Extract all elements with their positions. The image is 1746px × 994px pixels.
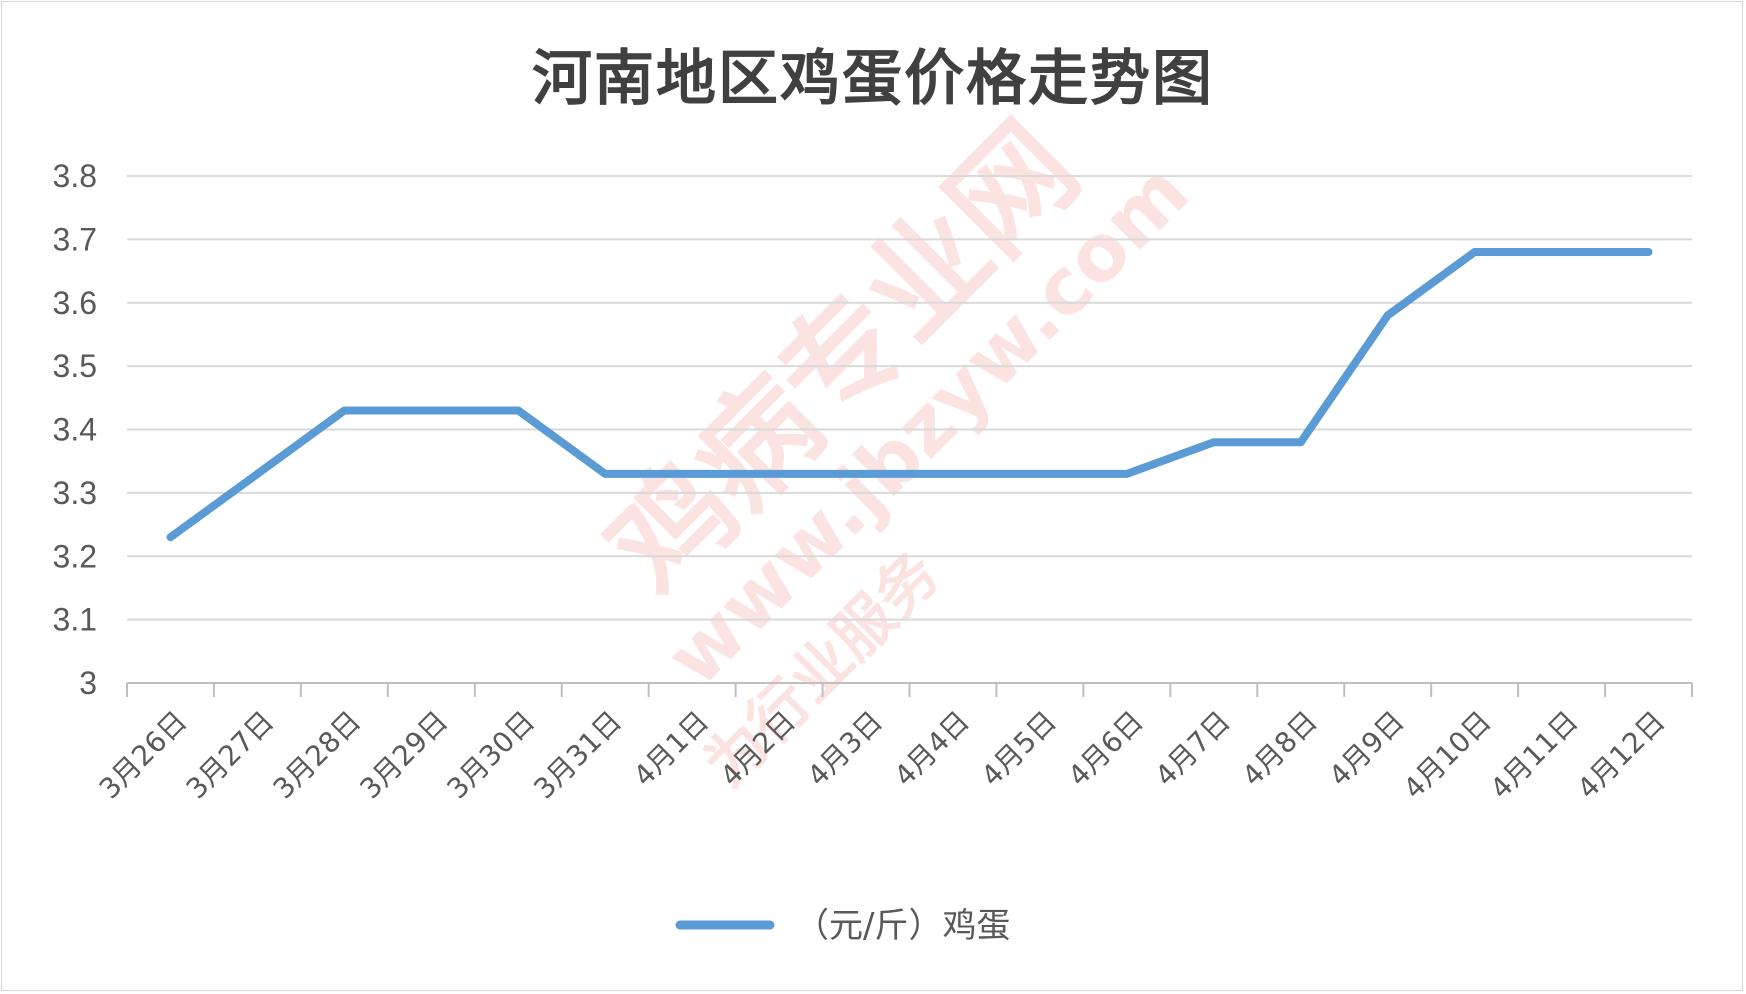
y-tick-label: 3 bbox=[79, 665, 97, 701]
x-tick-label: 4月4日 bbox=[888, 705, 976, 793]
x-tick-label: 4月9日 bbox=[1323, 705, 1411, 793]
gridlines bbox=[127, 175, 1692, 621]
y-tick-label: 3.7 bbox=[53, 221, 97, 257]
x-tick-label: 3月28日 bbox=[267, 705, 368, 806]
x-tick-label: 4月12日 bbox=[1571, 705, 1672, 806]
y-axis: 3 3.1 3.2 3.3 3.4 3.5 3.6 3.7 3.8 bbox=[53, 158, 97, 701]
y-tick-label: 3.3 bbox=[53, 475, 97, 511]
y-tick-label: 3.6 bbox=[53, 285, 97, 321]
y-tick-label: 3.1 bbox=[53, 602, 97, 638]
x-tick-label: 3月29日 bbox=[354, 705, 455, 806]
x-tick-label: 3月26日 bbox=[93, 705, 194, 806]
x-tick-label: 4月8日 bbox=[1236, 705, 1324, 793]
chart-title: 河南地区鸡蛋价格走势图 bbox=[532, 44, 1214, 114]
legend: （元/斤）鸡蛋 bbox=[675, 906, 1010, 946]
x-tick-label: 3月31日 bbox=[527, 705, 628, 806]
x-tick-label: 4月11日 bbox=[1484, 705, 1585, 806]
y-tick-label: 3.8 bbox=[53, 158, 97, 194]
x-tick-label: 4月6日 bbox=[1062, 705, 1150, 793]
x-tick-label: 4月5日 bbox=[975, 705, 1063, 793]
series-layer bbox=[166, 248, 1653, 542]
y-tick-label: 3.2 bbox=[53, 538, 97, 574]
x-tick-label: 3月27日 bbox=[180, 705, 281, 806]
x-tick-label: 3月30日 bbox=[440, 705, 541, 806]
x-axis: 3月26日3月27日3月28日3月29日3月30日3月31日4月1日4月2日4月… bbox=[93, 682, 1693, 806]
watermark: 鸡病专业网 www.jbzyw.com 为行业服务 bbox=[582, 98, 1206, 801]
legend-label: （元/斤）鸡蛋 bbox=[795, 906, 1010, 946]
x-tick-label: 4月7日 bbox=[1149, 705, 1237, 793]
y-tick-label: 3.5 bbox=[53, 348, 97, 384]
series-line bbox=[166, 248, 1653, 542]
x-tick-label: 4月10日 bbox=[1397, 705, 1498, 806]
y-tick-label: 3.4 bbox=[53, 412, 97, 448]
